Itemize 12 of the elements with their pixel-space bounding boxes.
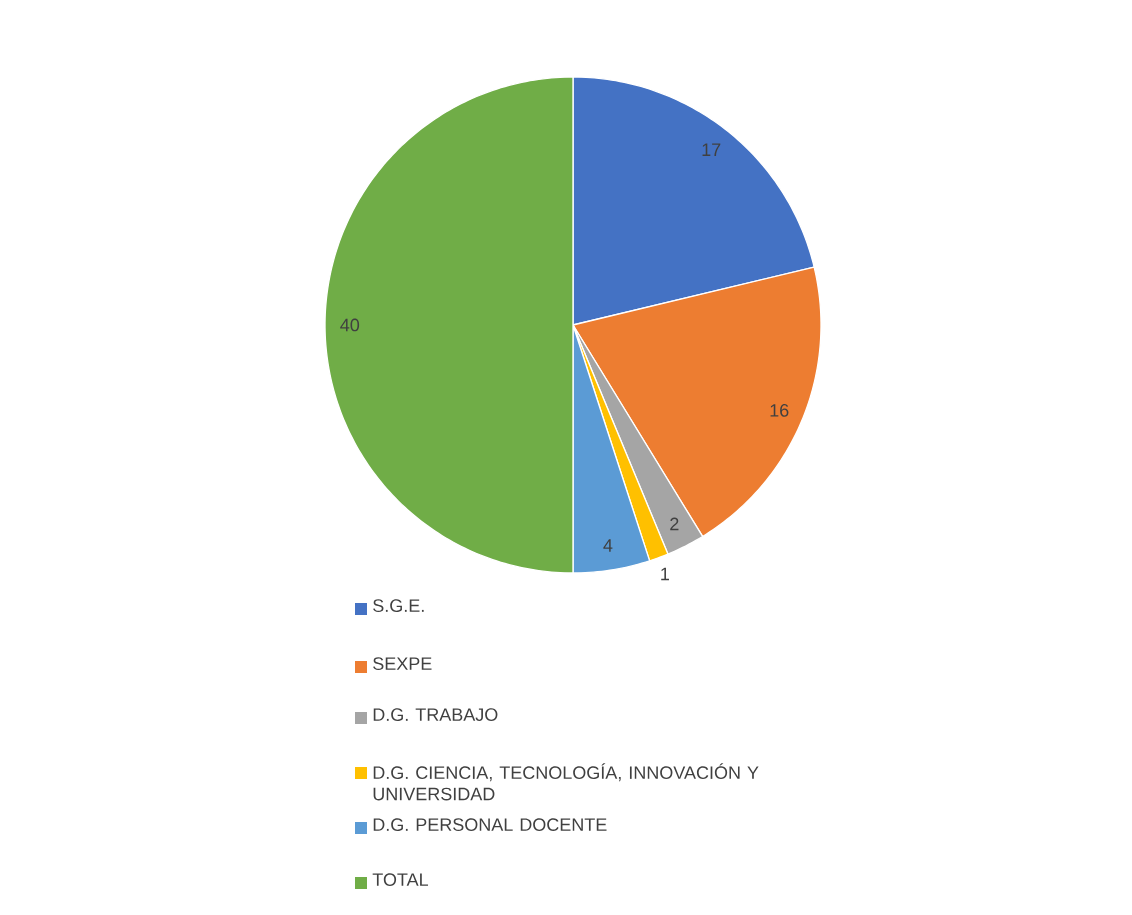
data-label: 17 bbox=[702, 143, 721, 156]
data-label: 4 bbox=[603, 539, 613, 552]
data-label: 2 bbox=[670, 517, 679, 531]
data-label: 16 bbox=[770, 404, 789, 417]
legend-label: S.G.E. bbox=[373, 599, 424, 612]
data-label: 40 bbox=[340, 318, 360, 332]
legend-label: D.G. PERSONAL DOCENTE bbox=[373, 818, 607, 831]
legend-label: TOTAL bbox=[372, 873, 429, 886]
data-label: 1 bbox=[661, 567, 669, 581]
legend-label: D.G. TRABAJO bbox=[373, 708, 498, 721]
legend-label: D.G. CIENCIA, TECNOLOGÍA, INNOVACIÓN Y UNIVERSIDAD bbox=[373, 763, 759, 801]
legend-label: SEXPE bbox=[373, 657, 432, 670]
